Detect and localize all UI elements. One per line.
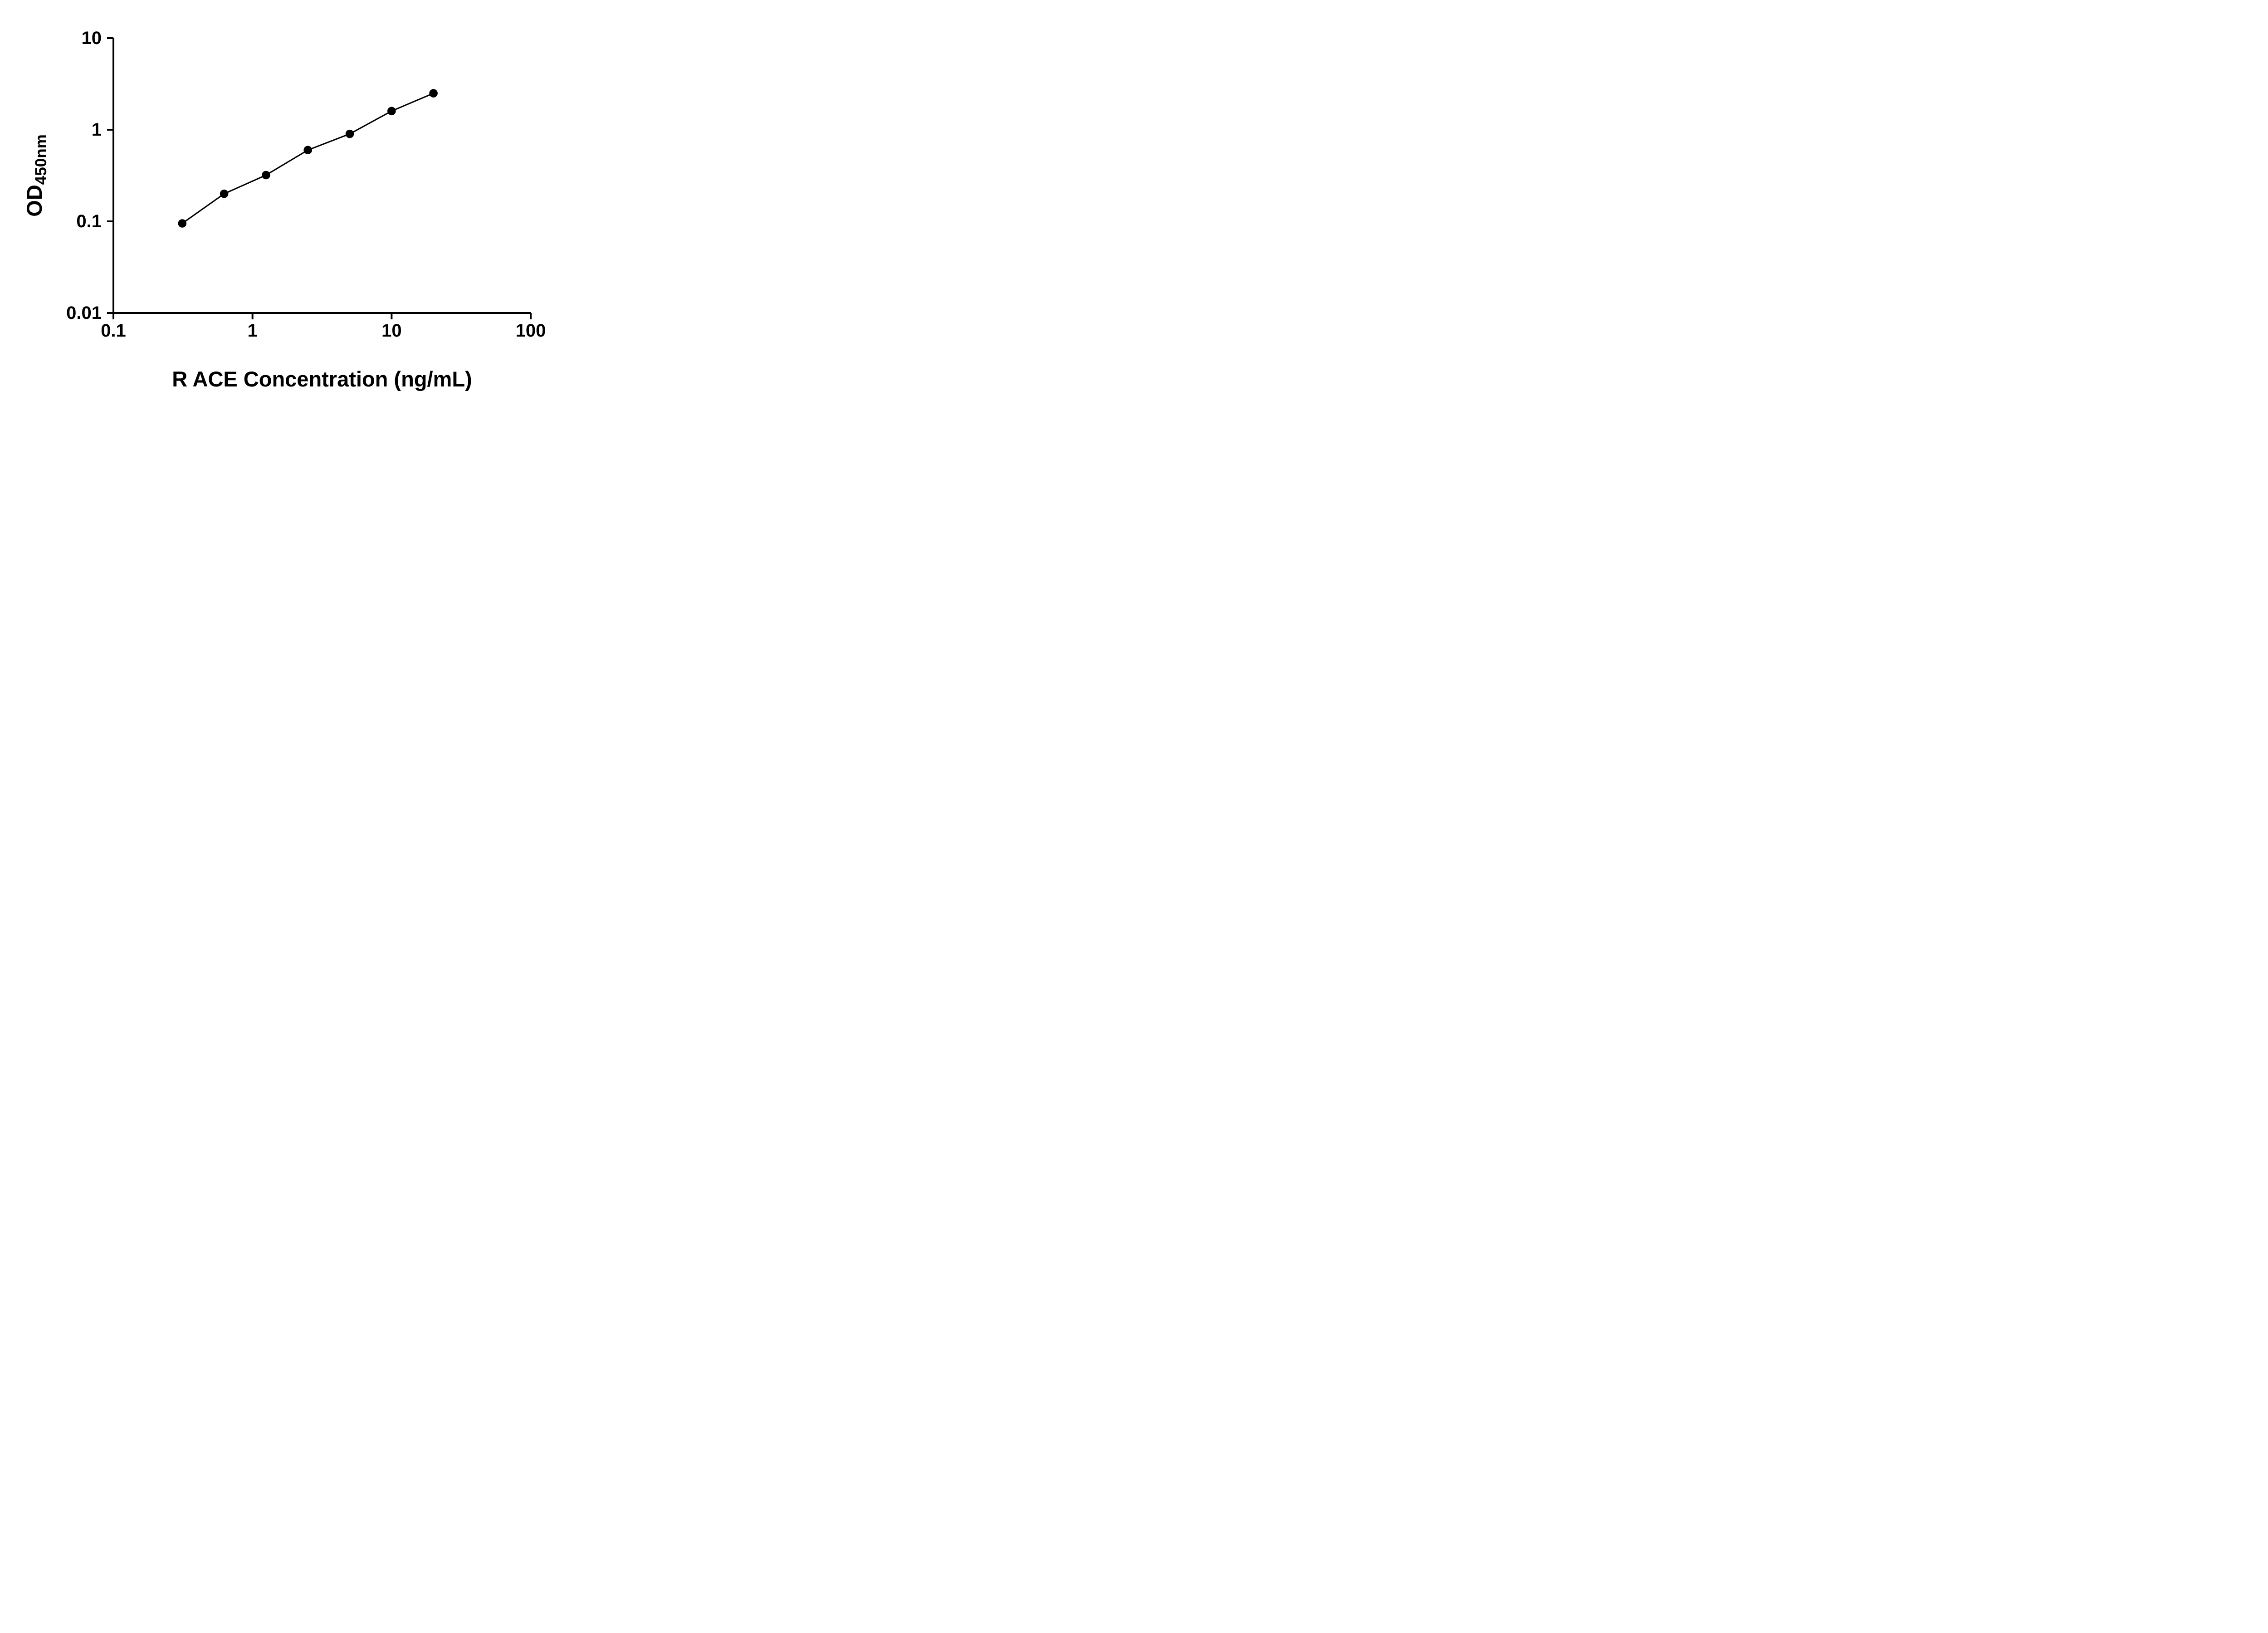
- data-point: [220, 189, 229, 198]
- y-axis-title-main: OD: [22, 185, 46, 217]
- x-tick-label: 0.1: [101, 321, 126, 341]
- y-axis-title-subscript: 450nm: [32, 134, 50, 185]
- data-series: [178, 89, 438, 228]
- elisa-standard-curve-figure: 0.01 0.1 1 10 0.1 1 10 100 R ACE Concentration …: [0, 0, 583, 408]
- y-axis-title: OD450nm: [22, 134, 50, 216]
- data-point: [262, 171, 270, 180]
- axis-frame: [112, 38, 531, 314]
- x-axis-title: R ACE Concentration (ng/mL): [172, 367, 472, 391]
- data-point: [429, 89, 438, 98]
- x-tick-label: 10: [381, 321, 402, 341]
- standard-curve-line: [181, 93, 434, 224]
- y-tick-label: 0.1: [76, 211, 102, 231]
- x-tick-label: 100: [516, 321, 546, 341]
- data-point: [303, 146, 312, 155]
- data-point: [345, 129, 354, 138]
- y-tick-label: 0.01: [66, 303, 102, 323]
- y-tick-label: 10: [82, 28, 102, 48]
- data-point: [387, 107, 396, 116]
- data-point: [178, 219, 187, 228]
- x-tick-label: 1: [248, 321, 258, 341]
- y-tick-label: 1: [92, 120, 102, 140]
